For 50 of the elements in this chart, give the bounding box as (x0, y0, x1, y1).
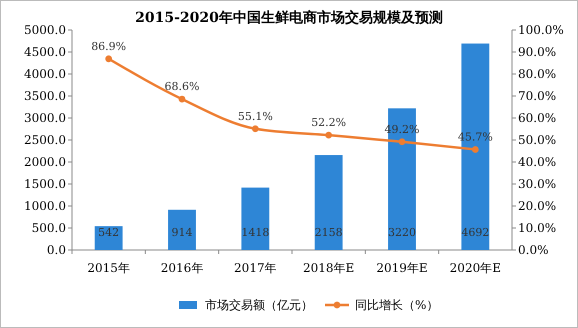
y2-tick-label: 30.0% (518, 177, 556, 191)
bar (168, 210, 196, 250)
y-tick-label: 4000.0 (24, 67, 66, 81)
point (105, 55, 112, 62)
y2-tick-label: 100.0% (518, 23, 564, 37)
data-label: 55.1% (238, 110, 273, 123)
y-tick-label: 2500.0 (24, 133, 66, 147)
y-tick-label: 4500.0 (24, 45, 66, 59)
data-label: 2158 (314, 226, 343, 239)
y2-tick-label: 60.0% (518, 111, 556, 125)
y-tick-label: 3500.0 (24, 89, 66, 103)
y-tick-label: 3000.0 (24, 111, 66, 125)
point (178, 96, 186, 102)
x-tick-label: 2018年E (303, 261, 354, 275)
data-label: 542 (98, 226, 120, 239)
y-tick-label: 2000.0 (24, 155, 66, 169)
data-label: 914 (172, 226, 192, 239)
data-label: 1418 (241, 226, 270, 239)
data-label: 68.6% (164, 80, 200, 94)
point (325, 132, 332, 139)
data-label: 3220 (388, 226, 416, 239)
data-label: 4692 (461, 226, 490, 239)
chart-title: 2015-2020年中国生鲜电商市场交易规模及预测 (135, 9, 443, 26)
bar (314, 155, 343, 250)
y-tick-label: 1000.0 (24, 199, 66, 213)
x-tick-label: 2020年E (450, 261, 501, 275)
y-tick-label: 500.0 (32, 221, 66, 235)
y2-tick-label: 40.0% (518, 155, 556, 169)
x-tick-label: 2017年 (234, 261, 277, 275)
x-tick-label: 2016年 (160, 261, 204, 275)
point (398, 138, 406, 146)
y-tick-label: 1500.0 (24, 177, 66, 191)
point (472, 146, 479, 153)
y2-tick-label: 70.0% (518, 89, 556, 103)
data-label: 86.9% (91, 40, 126, 53)
x-tick-label: 2015年 (87, 261, 130, 275)
data-label: 52.2% (311, 116, 346, 130)
y2-tick-label: 20.0% (518, 199, 556, 213)
y2-tick-label: 10.0% (518, 221, 556, 235)
y-tick-label: 5000.0 (24, 23, 66, 37)
legend-label: 市场交易额（亿元） (205, 298, 313, 312)
bar (241, 188, 270, 250)
point (252, 125, 259, 132)
legend-label: 同比增长（%） (355, 298, 438, 312)
x-tick-label: 2019年E (376, 261, 428, 275)
y2-tick-label: 80.0% (518, 67, 556, 81)
y2-tick-label: 90.0% (518, 45, 556, 59)
y2-tick-label: 0.0% (518, 243, 548, 257)
y-tick-label: 0.0 (46, 243, 66, 257)
y2-tick-label: 50.0% (518, 133, 556, 147)
